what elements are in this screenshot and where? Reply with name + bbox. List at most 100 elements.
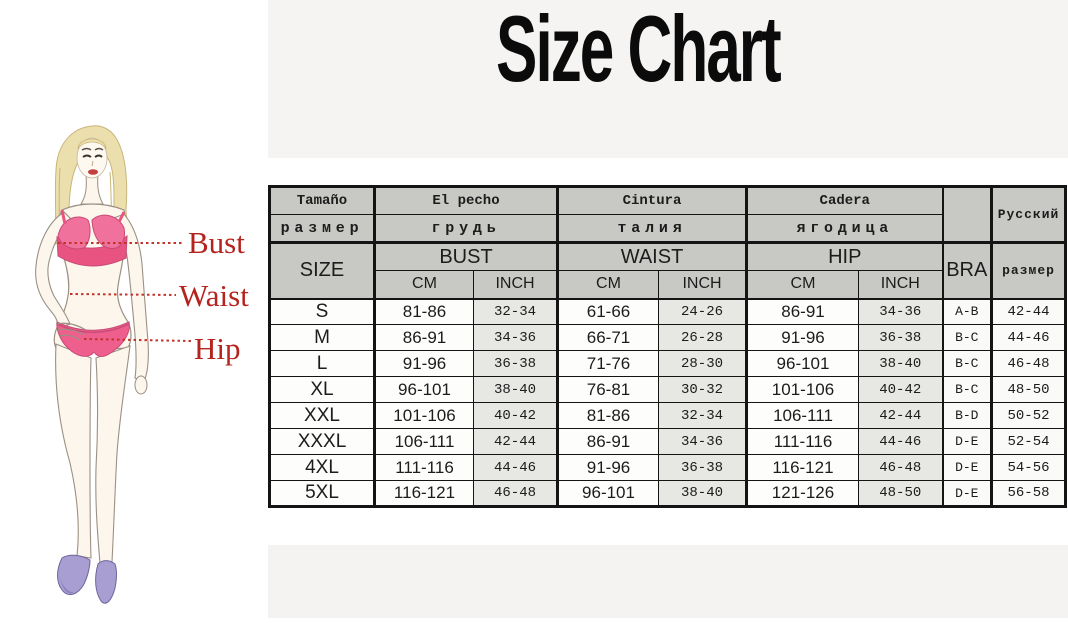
woman-sketch-illustration: Bust Waist Hip bbox=[35, 125, 249, 604]
header-bust-es: El pecho bbox=[373, 186, 558, 215]
cell-bra: D-E bbox=[941, 480, 993, 507]
hip-dotted-line bbox=[83, 338, 192, 342]
eye-left bbox=[82, 154, 92, 158]
cell-waist-inch: 28-30 bbox=[658, 350, 747, 377]
cell-waist-inch: 30-32 bbox=[658, 376, 747, 403]
cell-hip-cm: 91-96 bbox=[745, 324, 859, 351]
page-title: Size Chart bbox=[496, 0, 782, 101]
cell-russian-size: 52-54 bbox=[990, 428, 1067, 455]
header-hip-en: HIP bbox=[744, 242, 944, 271]
cell-waist-cm: 61-66 bbox=[556, 298, 659, 325]
hip-label: Hip bbox=[194, 331, 241, 366]
cell-size: 5XL bbox=[269, 480, 375, 507]
left-leg bbox=[55, 343, 92, 559]
cell-bust-inch: 42-44 bbox=[473, 428, 558, 455]
header-hip-es: Cadera bbox=[744, 186, 944, 215]
cell-bra: A-B bbox=[941, 298, 993, 325]
cell-hip-inch: 42-44 bbox=[857, 402, 944, 429]
cell-russian-size: 48-50 bbox=[990, 376, 1067, 403]
table-row: XXL 101-106 40-42 81-86 32-34 106-111 42-44 B-D… bbox=[269, 402, 1067, 429]
lips bbox=[88, 169, 98, 175]
cell-hip-inch: 46-48 bbox=[857, 454, 944, 481]
header-waist-en: WAIST bbox=[556, 242, 747, 271]
header-size-en: SIZE bbox=[269, 242, 375, 300]
bra-strap-right bbox=[117, 211, 126, 223]
cell-bust-cm: 101-106 bbox=[373, 402, 474, 429]
cell-hip-cm: 111-116 bbox=[745, 428, 859, 455]
header-russian-size: размер bbox=[990, 242, 1067, 300]
cell-waist-cm: 76-81 bbox=[556, 376, 659, 403]
header-row-spanish: Tamaño El pecho Cintura Cadera Русский bbox=[269, 186, 1067, 244]
waist-label: Waist bbox=[179, 278, 249, 313]
cell-russian-size: 56-58 bbox=[990, 480, 1067, 507]
header-bust-ru: грудь bbox=[373, 214, 558, 244]
header-bra: BRA bbox=[941, 242, 993, 300]
cell-hip-cm: 101-106 bbox=[745, 376, 859, 403]
cell-waist-cm: 91-96 bbox=[556, 454, 659, 481]
bust-label: Bust bbox=[188, 225, 245, 260]
cell-hip-inch: 34-36 bbox=[857, 298, 944, 325]
cell-hip-inch: 48-50 bbox=[857, 480, 944, 507]
cell-hip-cm: 121-126 bbox=[745, 480, 859, 507]
cell-hip-cm: 116-121 bbox=[745, 454, 859, 481]
hair-fringe bbox=[77, 138, 107, 150]
cell-waist-inch: 36-38 bbox=[658, 454, 747, 481]
bra-cup-right bbox=[91, 214, 125, 249]
cell-bust-inch: 32-34 bbox=[473, 298, 558, 325]
cell-size: XXL bbox=[269, 402, 375, 429]
right-shoe bbox=[95, 560, 117, 604]
cell-russian-size: 46-48 bbox=[990, 350, 1067, 377]
cell-bust-inch: 34-36 bbox=[473, 324, 558, 351]
cell-bust-inch: 46-48 bbox=[473, 480, 558, 507]
header-russian-title: Русский bbox=[990, 186, 1067, 244]
cell-russian-size: 42-44 bbox=[990, 298, 1067, 325]
size-chart-table: Tamaño El pecho Cintura Cadera Русский р… bbox=[268, 185, 1068, 508]
cell-russian-size: 54-56 bbox=[990, 454, 1067, 481]
bikini-bottom-waistband bbox=[56, 323, 130, 333]
table-row: M 86-91 34-36 66-71 26-28 91-96 36-38 B-C 44-46 bbox=[269, 324, 1067, 351]
cell-hip-inch: 40-42 bbox=[857, 376, 944, 403]
header-row-units: CM INCH CM INCH CM INCH bbox=[270, 270, 1066, 300]
cell-size: L bbox=[269, 350, 375, 377]
cell-bra: B-C bbox=[941, 350, 993, 377]
header-bra-empty bbox=[941, 186, 993, 244]
cell-size: XXXL bbox=[269, 428, 375, 455]
cell-waist-inch: 32-34 bbox=[658, 402, 747, 429]
cell-bust-inch: 44-46 bbox=[473, 454, 558, 481]
table-row: 5XL 116-121 46-48 96-101 38-40 121-126 48-50 D-… bbox=[269, 480, 1067, 507]
cell-bust-inch: 36-38 bbox=[473, 350, 558, 377]
size-table-body: S 81-86 32-34 61-66 24-26 86-91 34-36 A-B 42-44 M… bbox=[269, 298, 1067, 507]
bra-strap-left bbox=[60, 209, 67, 225]
measurement-illustration: Bust Waist Hip bbox=[0, 118, 268, 618]
header-waist-ru: талия bbox=[556, 214, 747, 244]
cell-bust-cm: 86-91 bbox=[373, 324, 474, 351]
bottom-band bbox=[268, 545, 1068, 618]
neck bbox=[80, 173, 104, 205]
title-band: Size Chart bbox=[268, 0, 1068, 158]
header-row-russian: размер грудь талия ягодица bbox=[269, 214, 1066, 244]
header-hip-ru: ягодица bbox=[744, 214, 944, 244]
cell-hip-cm: 86-91 bbox=[745, 298, 859, 325]
cell-hip-inch: 44-46 bbox=[857, 428, 944, 455]
cell-bra: D-E bbox=[941, 454, 993, 481]
cell-size: XL bbox=[269, 376, 375, 403]
cell-waist-inch: 38-40 bbox=[658, 480, 747, 507]
eyebrow-left bbox=[81, 147, 92, 151]
left-shoe-tip bbox=[60, 576, 74, 594]
cell-waist-cm: 71-76 bbox=[556, 350, 659, 377]
header-row-english: SIZE BUST WAIST HIP BRA размер bbox=[269, 242, 1067, 300]
cell-hip-cm: 96-101 bbox=[745, 350, 859, 377]
right-leg bbox=[95, 345, 131, 565]
cell-bust-cm: 111-116 bbox=[373, 454, 474, 481]
cell-waist-cm: 86-91 bbox=[556, 428, 659, 455]
cell-russian-size: 50-52 bbox=[990, 402, 1067, 429]
cell-bra: B-C bbox=[941, 376, 993, 403]
table-row: 4XL 111-116 44-46 91-96 36-38 116-121 46-48 D-E… bbox=[269, 454, 1067, 481]
eyebrow-right bbox=[94, 147, 104, 151]
cell-waist-inch: 34-36 bbox=[658, 428, 747, 455]
cell-bust-inch: 40-42 bbox=[473, 402, 558, 429]
header-hip-inch: INCH bbox=[857, 270, 944, 300]
cell-hip-cm: 106-111 bbox=[745, 402, 859, 429]
cell-bra: D-E bbox=[941, 428, 993, 455]
header-bust-en: BUST bbox=[373, 242, 558, 271]
